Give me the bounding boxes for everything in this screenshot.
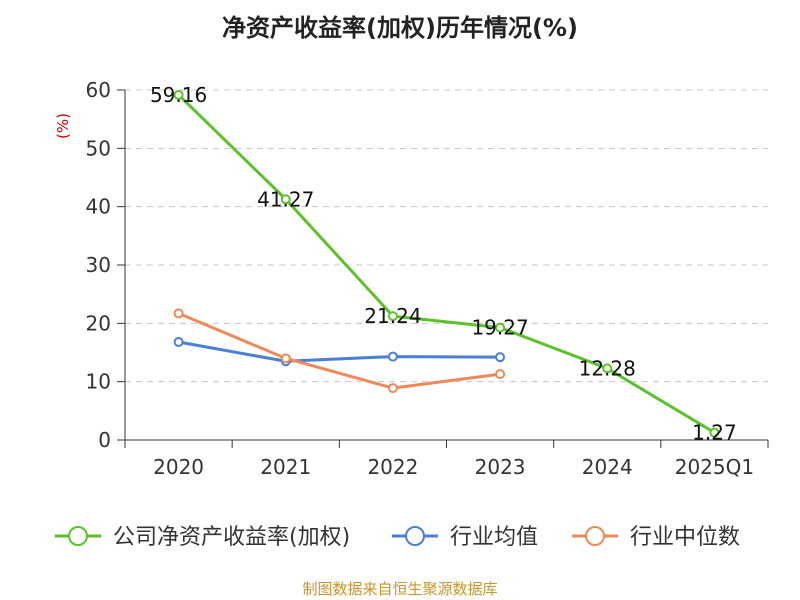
legend-label: 行业均值 xyxy=(450,525,538,550)
y-tick-label: 20 xyxy=(86,311,111,335)
data-labels: 59.16 41.27 21.24 19.27 12.28 1.27 xyxy=(150,83,737,445)
legend: 公司净资产收益率(加权) 行业均值 行业中位数 xyxy=(55,525,740,550)
x-tick-label: 2021 xyxy=(260,455,311,479)
data-label: 21.24 xyxy=(364,304,421,328)
data-point xyxy=(173,308,184,319)
data-point xyxy=(602,363,613,374)
data-label: 59.16 xyxy=(150,83,207,107)
y-tick-label: 50 xyxy=(86,136,111,160)
chart-title: 净资产收益率(加权)历年情况(%) xyxy=(222,14,578,42)
legend-label: 行业中位数 xyxy=(630,525,740,550)
x-tick-label: 2022 xyxy=(367,455,418,479)
x-tick-label: 2024 xyxy=(582,455,633,479)
data-point xyxy=(173,337,184,347)
data-point xyxy=(495,352,506,363)
series-line xyxy=(178,312,501,390)
data-point xyxy=(173,89,184,100)
data-point xyxy=(387,351,398,362)
source-note: 制图数据来自恒生聚源数据库 xyxy=(302,580,497,598)
y-tick-label: 40 xyxy=(86,195,111,219)
y-axis-unit-label: (%) xyxy=(54,113,72,139)
data-label: 19.27 xyxy=(471,316,528,340)
y-tick-label: 30 xyxy=(86,253,111,277)
legend-label: 公司净资产收益率(加权) xyxy=(113,525,350,550)
series-line xyxy=(177,93,716,434)
x-tick-label: 2023 xyxy=(475,455,526,479)
data-point xyxy=(280,194,291,205)
y-tick-label: 60 xyxy=(86,78,111,102)
legend-swatch-marker xyxy=(585,526,605,546)
data-label: 12.28 xyxy=(579,356,636,380)
grid-lines xyxy=(125,89,768,383)
y-tick-label: 0 xyxy=(98,428,111,452)
data-point xyxy=(495,322,506,333)
data-point xyxy=(280,353,291,364)
axes: 0 10 20 30 40 50 60 2020 2021 2022 2023 2024 2025Q1 xyxy=(86,78,769,479)
y-tick-label: 10 xyxy=(86,370,111,394)
data-point xyxy=(387,383,398,394)
legend-swatch-marker xyxy=(68,526,88,546)
data-point xyxy=(387,311,398,322)
data-label: 1.27 xyxy=(692,421,737,445)
x-tick-label: 2025Q1 xyxy=(675,455,754,479)
series-lines xyxy=(173,89,720,438)
x-tick-label: 2020 xyxy=(153,455,204,479)
data-label: 41.27 xyxy=(257,187,314,211)
legend-swatch-marker xyxy=(405,526,425,546)
data-point xyxy=(495,369,506,380)
data-point xyxy=(709,427,720,438)
series-line xyxy=(178,340,501,363)
